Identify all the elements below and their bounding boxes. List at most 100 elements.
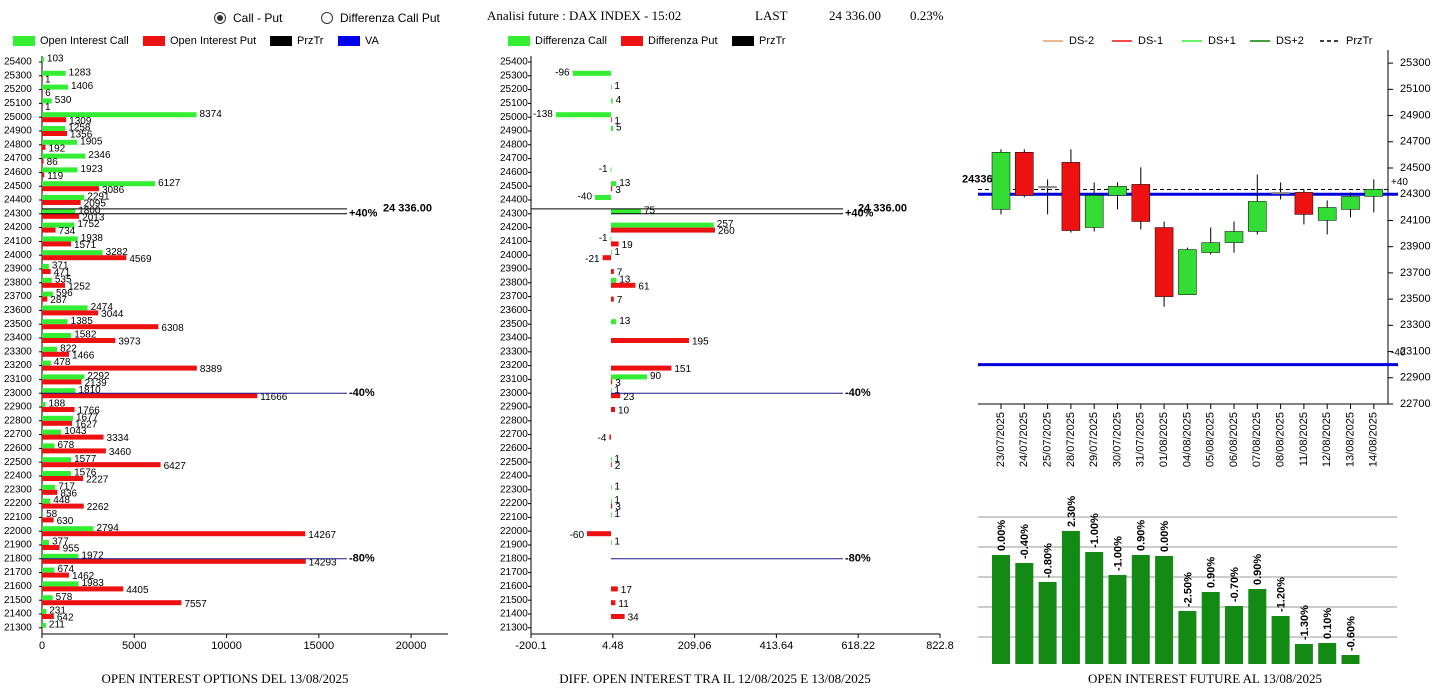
bar xyxy=(611,277,617,283)
x-tick-label: 12/08/2025 xyxy=(1321,412,1333,467)
strike-label: 24700 xyxy=(500,153,528,164)
bar xyxy=(42,241,71,247)
strike-label: 24100 xyxy=(500,236,528,247)
bar xyxy=(42,379,82,385)
radio-diff[interactable] xyxy=(321,12,333,24)
bar xyxy=(611,222,714,228)
bar xyxy=(1341,655,1360,664)
strike-label: 23400 xyxy=(500,333,528,344)
strike-label: 21900 xyxy=(500,540,528,551)
value-label: 1 xyxy=(45,74,51,85)
last-label: LAST xyxy=(755,8,788,23)
pct-label: -1.00% xyxy=(1089,513,1101,548)
value-label: 7557 xyxy=(184,599,207,610)
strike-label: 24900 xyxy=(500,126,528,137)
pct-label: -0.80% xyxy=(1043,543,1055,578)
value-label: 90 xyxy=(650,371,662,382)
y-tick-label: 23500 xyxy=(1400,293,1431,305)
value-label: 478 xyxy=(54,357,71,368)
bar xyxy=(42,471,72,476)
value-label: 1 xyxy=(614,81,620,92)
value-label: 642 xyxy=(57,613,74,624)
strike-label: 21600 xyxy=(500,581,528,592)
x-tick-label: 25/07/2025 xyxy=(1042,412,1054,467)
value-label: 2 xyxy=(615,461,621,472)
value-label: 1923 xyxy=(80,164,103,175)
bar xyxy=(611,126,614,131)
strike-label: 21500 xyxy=(500,595,528,606)
pct-label: -1.30% xyxy=(1299,605,1311,640)
bar xyxy=(611,393,621,399)
value-label: 674 xyxy=(57,564,74,575)
candle-body xyxy=(1294,192,1314,215)
value-label: 7 xyxy=(617,295,623,306)
value-label: 61 xyxy=(638,281,650,292)
bar xyxy=(611,98,613,104)
value-label: 1 xyxy=(614,481,620,492)
radio-label[interactable]: Differenza Call Put xyxy=(340,11,440,25)
pct-label: 0.90% xyxy=(1252,554,1264,585)
strike-label: 23400 xyxy=(4,333,32,344)
bar xyxy=(42,112,197,118)
bar xyxy=(42,186,99,192)
legend-swatch xyxy=(270,36,292,46)
value-label: -40 xyxy=(578,192,593,203)
bar xyxy=(42,609,47,614)
value-label: 1258 xyxy=(68,123,91,134)
strike-label: 25200 xyxy=(4,84,32,95)
x-tick-label: 618.22 xyxy=(841,640,875,652)
strike-label: 23200 xyxy=(4,360,32,371)
candle-body xyxy=(1178,249,1197,295)
candle-body xyxy=(1317,207,1337,221)
strike-label: 23700 xyxy=(500,291,528,302)
bar xyxy=(611,484,612,490)
radio-label[interactable]: Call - Put xyxy=(233,11,283,25)
legend-label: PrzTr xyxy=(1346,35,1373,47)
bar xyxy=(42,448,106,454)
strike-label: 24600 xyxy=(4,167,32,178)
y-tick-label: 25300 xyxy=(1400,57,1431,69)
value-label: 151 xyxy=(674,364,691,375)
candle-body xyxy=(1061,162,1081,231)
bar xyxy=(42,89,43,95)
value-label: 1905 xyxy=(80,136,103,147)
bar xyxy=(42,103,43,109)
strike-label: 23900 xyxy=(4,264,32,275)
strike-label: 23600 xyxy=(4,305,32,316)
value-label: 734 xyxy=(59,226,76,237)
bar xyxy=(42,600,182,606)
value-label: 2346 xyxy=(88,150,111,161)
pct-label: -2.50% xyxy=(1182,572,1194,607)
value-label: 1 xyxy=(614,247,620,258)
value-label: 10 xyxy=(618,406,630,417)
bar xyxy=(610,236,612,242)
value-label: -1 xyxy=(599,233,608,244)
legend-swatch xyxy=(338,36,360,46)
bar xyxy=(611,503,613,509)
bar xyxy=(42,420,73,426)
strike-label: 22000 xyxy=(500,526,528,537)
value-label: 13 xyxy=(619,316,631,327)
x-tick-label: 10000 xyxy=(211,640,242,652)
strike-label: 24600 xyxy=(500,167,528,178)
value-label: 1356 xyxy=(70,130,93,141)
y-tick-label: 23900 xyxy=(1400,241,1431,253)
bar xyxy=(1318,643,1337,664)
strike-label: 23600 xyxy=(500,305,528,316)
x-tick-label: 30/07/2025 xyxy=(1111,412,1123,467)
value-label: 1677 xyxy=(76,412,99,423)
bar xyxy=(42,572,69,578)
value-label: 211 xyxy=(49,619,65,630)
value-label: 1582 xyxy=(74,330,97,341)
value-label: 3 xyxy=(615,185,621,196)
value-label: 8389 xyxy=(200,364,223,375)
value-label: 257 xyxy=(717,219,734,230)
bar xyxy=(1038,582,1057,664)
bar xyxy=(42,526,94,532)
value-label: 1810 xyxy=(78,385,101,396)
bar xyxy=(611,208,641,214)
bar xyxy=(555,112,612,118)
value-label: 1571 xyxy=(74,240,97,251)
candle-body xyxy=(1201,242,1220,253)
strike-label: 23000 xyxy=(4,388,32,399)
